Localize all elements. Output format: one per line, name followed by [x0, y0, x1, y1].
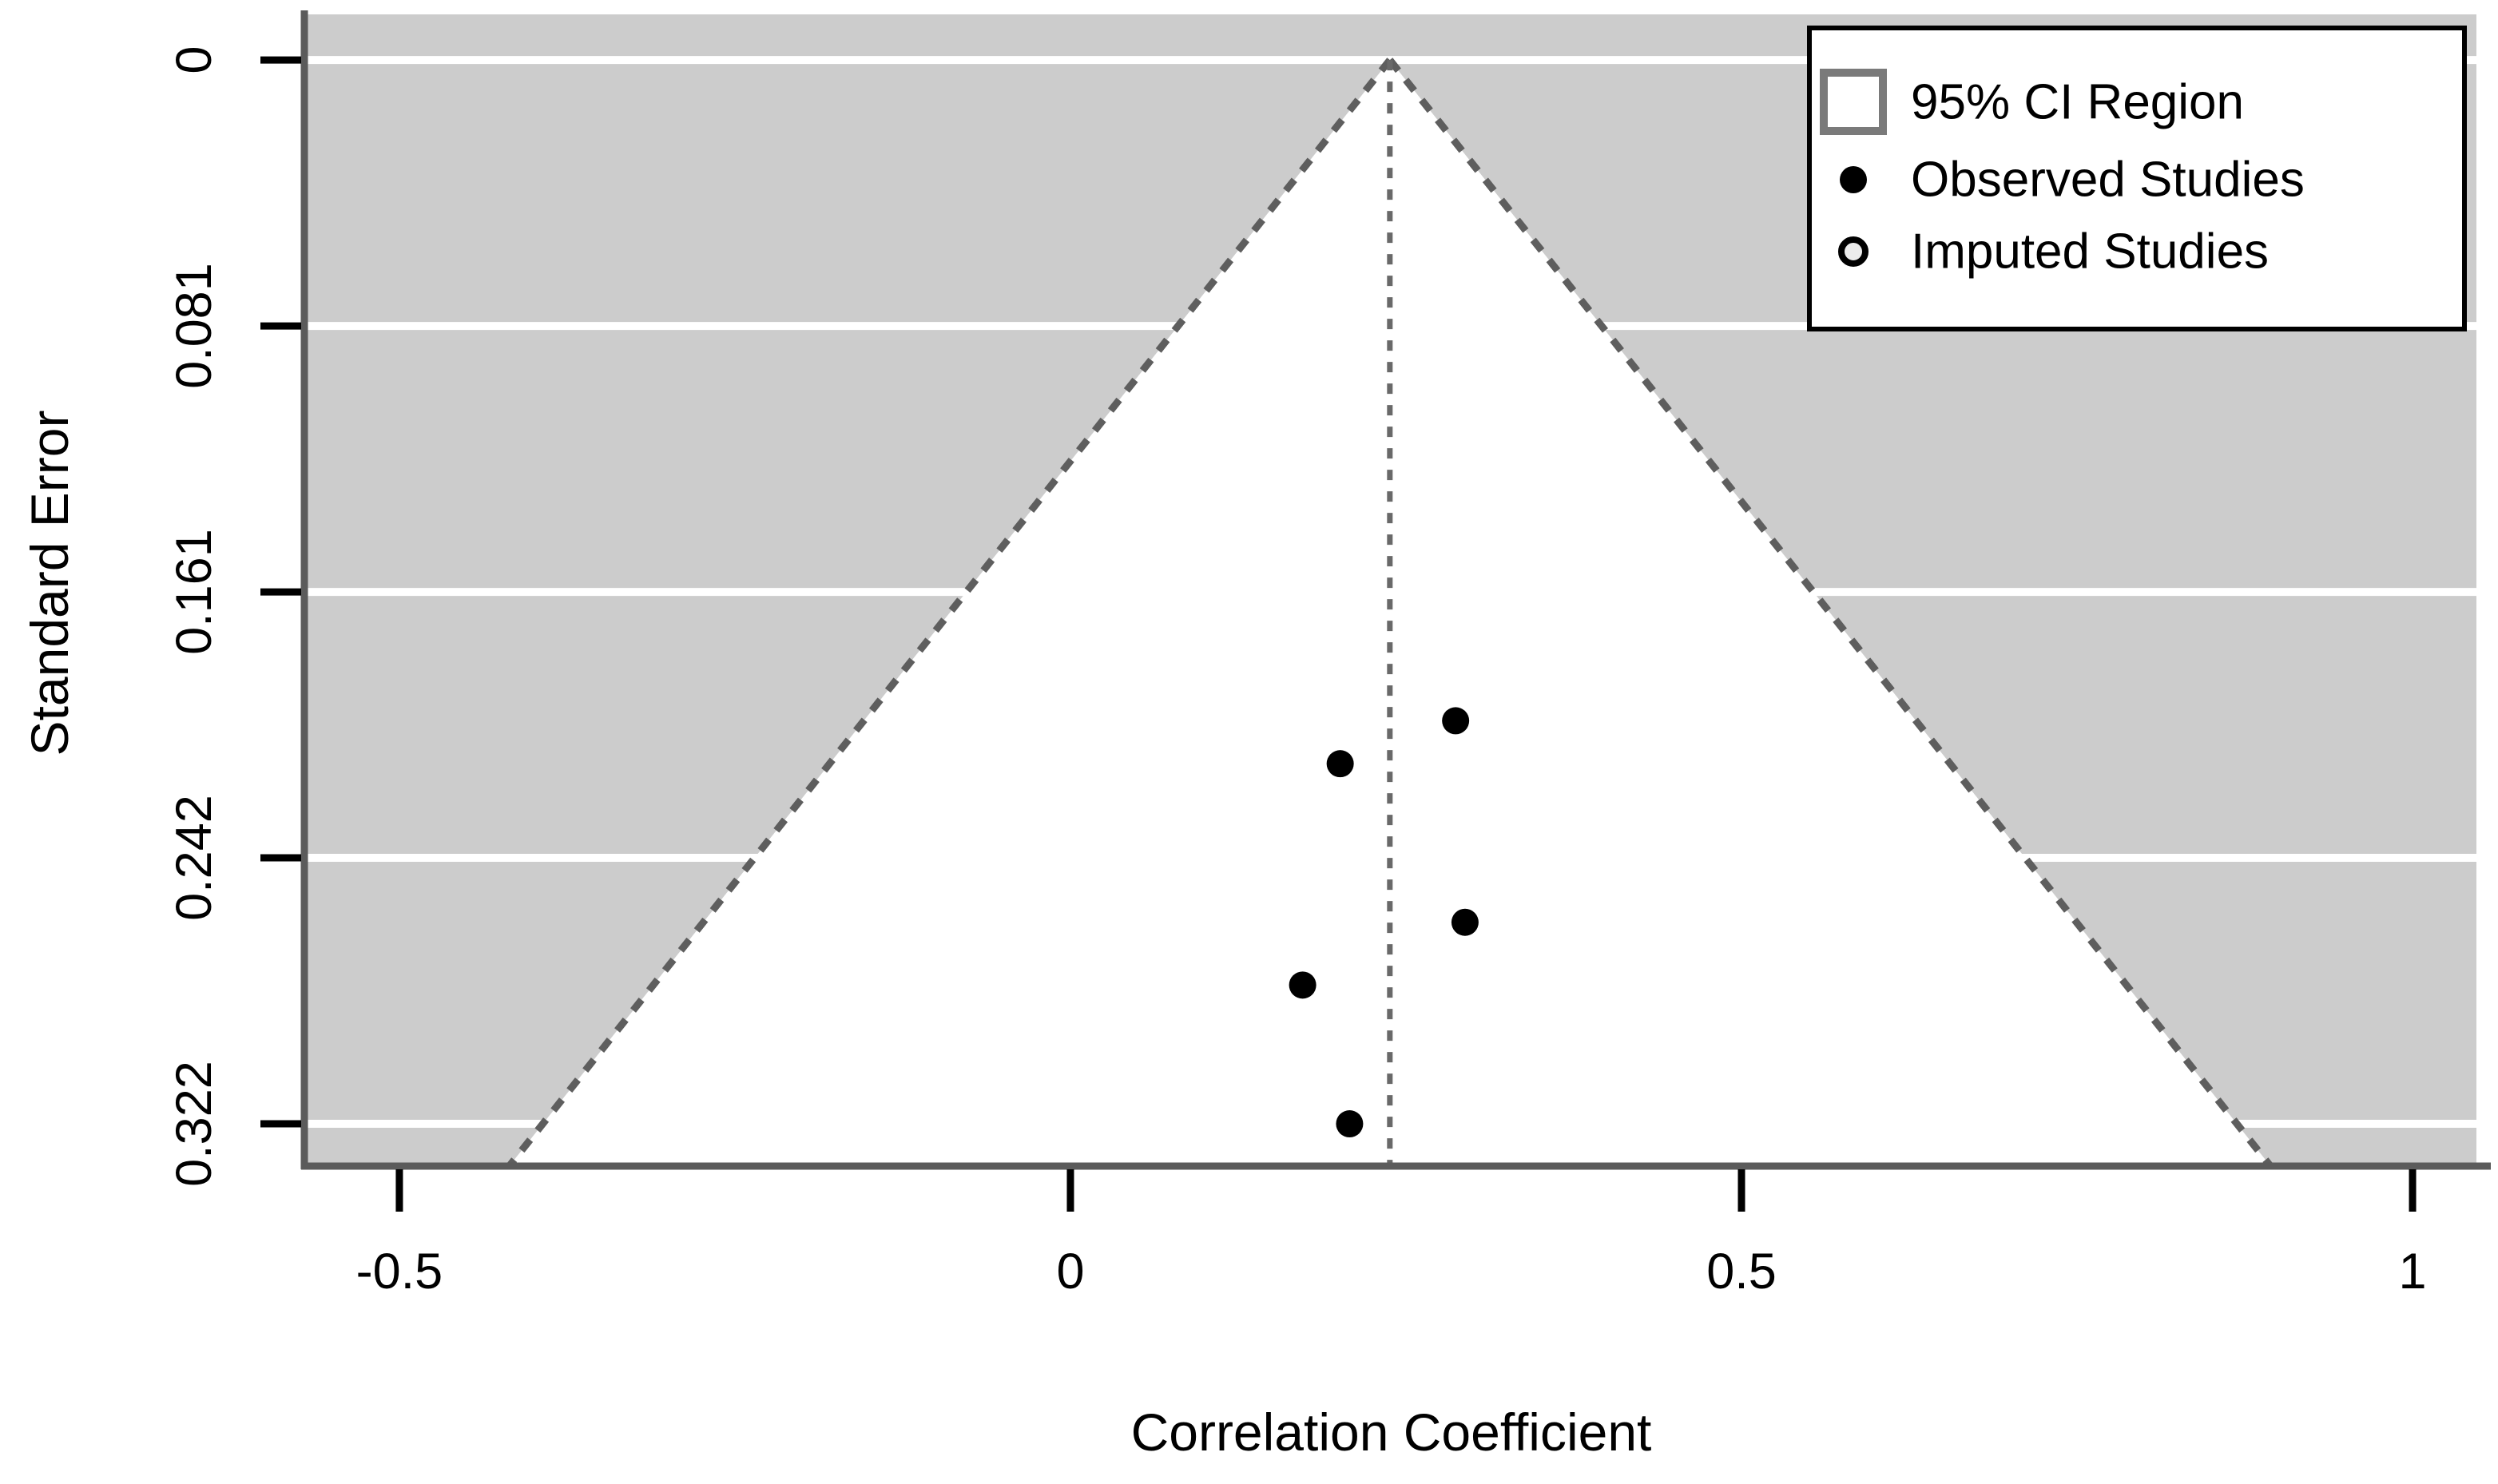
x-tick-label: -0.5: [356, 1244, 443, 1299]
legend-open-square-icon: [1820, 69, 1887, 135]
funnel-edge-left: [506, 58, 1393, 1169]
y-tick-label: 0.081: [166, 263, 222, 389]
data-point-observed: [1336, 1110, 1364, 1138]
data-point-observed: [1442, 707, 1470, 735]
legend-filled-circle-icon: [1840, 166, 1867, 193]
legend-box: [1807, 26, 2467, 331]
y-axis-title: Standard Error: [20, 411, 79, 756]
y-tick-label: 0.322: [166, 1061, 222, 1187]
legend-label: Imputed Studies: [1911, 224, 2269, 280]
legend-open-circle-icon: [1838, 236, 1869, 267]
legend-label: Observed Studies: [1911, 153, 2305, 208]
x-tick-label: 0: [1056, 1244, 1084, 1299]
y-tick-label: 0: [166, 46, 222, 74]
funnel-edge-right: [1387, 58, 2274, 1169]
x-tick-label: 0.5: [1706, 1244, 1777, 1299]
y-tick-label: 0.161: [166, 529, 222, 655]
data-point-observed: [1451, 908, 1479, 936]
x-axis-title: Correlation Coefficient: [1131, 1403, 1652, 1462]
data-point-observed: [1289, 971, 1317, 999]
ci-region-funnel: [509, 60, 2271, 1166]
data-point-observed: [1326, 750, 1354, 778]
legend-label: 95% CI Region: [1911, 75, 2244, 130]
y-tick-label: 0.242: [166, 795, 222, 921]
x-tick-label: 1: [2399, 1244, 2427, 1299]
